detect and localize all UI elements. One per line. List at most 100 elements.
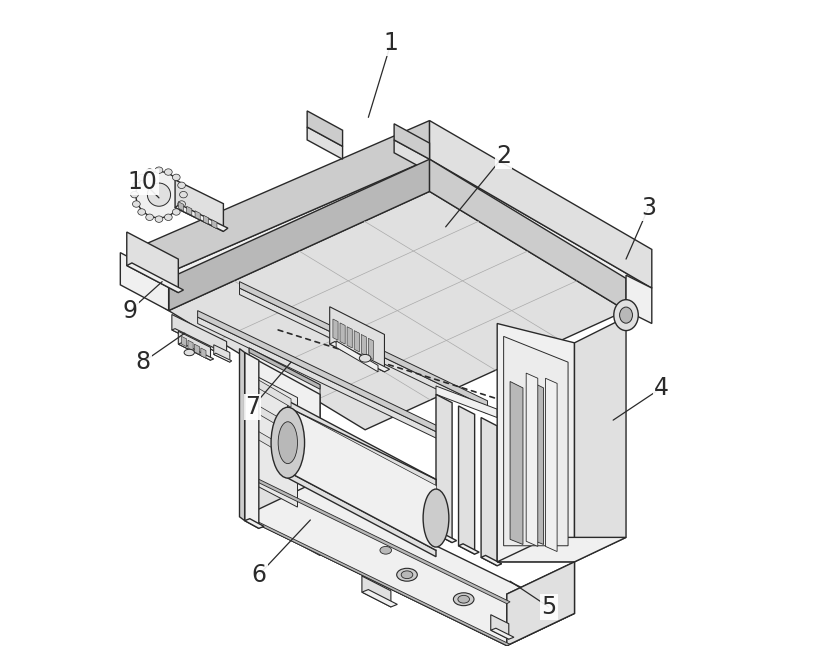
- Polygon shape: [256, 378, 291, 407]
- Polygon shape: [354, 331, 359, 352]
- Text: 8: 8: [135, 350, 151, 374]
- Polygon shape: [186, 206, 192, 215]
- Polygon shape: [182, 336, 186, 347]
- Polygon shape: [307, 111, 343, 146]
- Polygon shape: [198, 311, 445, 436]
- Ellipse shape: [278, 422, 297, 464]
- Polygon shape: [178, 331, 211, 360]
- Polygon shape: [175, 204, 228, 232]
- Polygon shape: [340, 323, 345, 344]
- Ellipse shape: [619, 307, 632, 324]
- Ellipse shape: [136, 171, 182, 218]
- Polygon shape: [362, 576, 391, 607]
- Polygon shape: [436, 395, 452, 543]
- Polygon shape: [239, 288, 488, 413]
- Polygon shape: [361, 334, 366, 356]
- Polygon shape: [243, 473, 510, 604]
- Text: 6: 6: [252, 563, 266, 587]
- Polygon shape: [249, 356, 320, 555]
- Polygon shape: [127, 263, 183, 292]
- Ellipse shape: [177, 182, 186, 188]
- Polygon shape: [133, 159, 652, 417]
- Ellipse shape: [396, 568, 418, 581]
- Polygon shape: [491, 628, 514, 639]
- Ellipse shape: [155, 216, 163, 223]
- Polygon shape: [394, 140, 430, 172]
- Ellipse shape: [133, 201, 140, 207]
- Polygon shape: [545, 378, 557, 551]
- Polygon shape: [239, 349, 245, 521]
- Ellipse shape: [146, 169, 154, 175]
- Text: 7: 7: [245, 395, 260, 419]
- Polygon shape: [178, 343, 214, 360]
- Polygon shape: [254, 375, 297, 507]
- Polygon shape: [214, 345, 230, 362]
- Polygon shape: [430, 120, 652, 288]
- Polygon shape: [275, 372, 295, 540]
- Ellipse shape: [401, 571, 413, 578]
- Text: 1: 1: [383, 31, 398, 55]
- Polygon shape: [168, 159, 430, 311]
- Polygon shape: [204, 215, 208, 225]
- Ellipse shape: [147, 183, 171, 206]
- Polygon shape: [198, 317, 445, 443]
- Ellipse shape: [177, 201, 186, 207]
- Text: 3: 3: [641, 195, 656, 219]
- Polygon shape: [288, 400, 436, 486]
- Text: 5: 5: [541, 595, 556, 619]
- Polygon shape: [369, 338, 374, 360]
- Polygon shape: [481, 417, 497, 565]
- Ellipse shape: [164, 214, 173, 221]
- Ellipse shape: [138, 209, 146, 215]
- Polygon shape: [249, 348, 320, 396]
- Ellipse shape: [173, 174, 180, 181]
- Polygon shape: [288, 407, 436, 550]
- Polygon shape: [172, 314, 226, 357]
- Polygon shape: [168, 192, 626, 430]
- Polygon shape: [491, 615, 509, 639]
- Polygon shape: [195, 211, 200, 220]
- Ellipse shape: [130, 192, 138, 198]
- Polygon shape: [243, 465, 507, 646]
- Polygon shape: [288, 472, 436, 556]
- Ellipse shape: [423, 489, 449, 547]
- Ellipse shape: [155, 167, 163, 173]
- Ellipse shape: [614, 300, 638, 331]
- Ellipse shape: [180, 192, 187, 198]
- Polygon shape: [504, 336, 568, 546]
- Text: 4: 4: [654, 376, 669, 400]
- Polygon shape: [249, 348, 320, 389]
- Ellipse shape: [271, 407, 304, 478]
- Ellipse shape: [164, 169, 173, 175]
- Polygon shape: [256, 430, 291, 459]
- Polygon shape: [300, 540, 326, 552]
- Text: 9: 9: [122, 299, 138, 323]
- Ellipse shape: [380, 547, 392, 554]
- Polygon shape: [333, 319, 338, 340]
- Polygon shape: [430, 159, 626, 311]
- Text: 10: 10: [128, 170, 158, 193]
- Polygon shape: [188, 340, 193, 351]
- Polygon shape: [249, 359, 269, 527]
- Polygon shape: [330, 307, 384, 372]
- Polygon shape: [201, 348, 206, 358]
- Polygon shape: [497, 324, 575, 562]
- Polygon shape: [212, 220, 217, 229]
- Polygon shape: [243, 485, 575, 646]
- Text: 2: 2: [497, 144, 511, 168]
- Polygon shape: [436, 532, 457, 543]
- Ellipse shape: [453, 593, 474, 606]
- Polygon shape: [275, 527, 300, 540]
- Ellipse shape: [458, 595, 470, 603]
- Polygon shape: [307, 127, 343, 159]
- Polygon shape: [481, 555, 501, 565]
- Polygon shape: [172, 329, 230, 357]
- Ellipse shape: [184, 349, 195, 356]
- Polygon shape: [347, 327, 352, 348]
- Ellipse shape: [133, 182, 140, 188]
- Polygon shape: [497, 538, 626, 562]
- Polygon shape: [458, 406, 475, 554]
- Polygon shape: [127, 232, 178, 292]
- Polygon shape: [394, 124, 430, 159]
- Polygon shape: [214, 353, 232, 362]
